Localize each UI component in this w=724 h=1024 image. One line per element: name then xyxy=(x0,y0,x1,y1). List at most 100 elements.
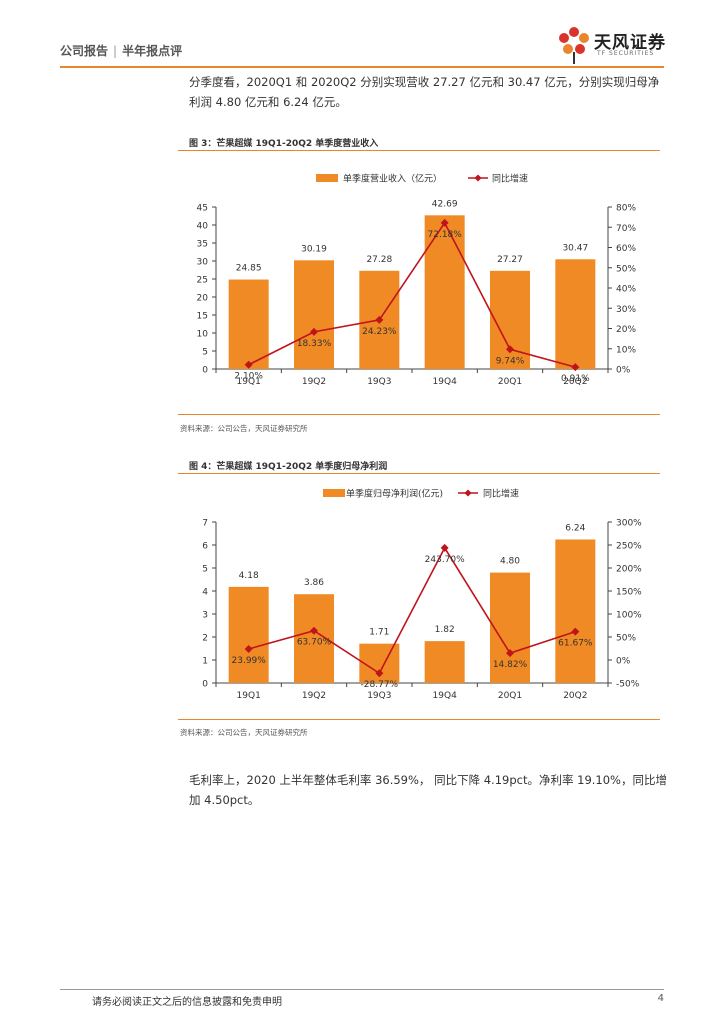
growth-point-20Q1 xyxy=(506,345,514,354)
y-left-tick-label: 0 xyxy=(202,366,208,376)
growth-value-label: 14.82% xyxy=(493,660,528,670)
footer-divider xyxy=(60,989,664,990)
y-left-tick-label: 0 xyxy=(202,680,208,690)
figure-4-title: 图 4：芒果超媒 19Q1-20Q2 单季度归母净利润 xyxy=(189,462,388,472)
growth-value-label: 243.70% xyxy=(425,555,465,565)
x-tick-label: 20Q2 xyxy=(563,377,587,387)
legend-line-label: 同比增速 xyxy=(483,488,519,500)
growth-line xyxy=(248,221,576,368)
y-left-tick-label: 40 xyxy=(197,222,209,232)
bar-19Q1 xyxy=(228,279,269,369)
y-left-tick-label: 1 xyxy=(202,657,208,667)
figure-4-bottom-rule xyxy=(178,719,660,720)
bar-19Q2 xyxy=(294,260,334,369)
y-left-tick-label: 10 xyxy=(197,330,209,340)
net-profit-chart: 单季度归母净利润(亿元) 同比增速 0 1 2 3 4 5 6 7 -50% 0% 50% 100% 150… xyxy=(202,488,642,702)
bar-19Q4 xyxy=(424,215,465,369)
bar-value-label: 42.69 xyxy=(432,199,458,209)
y-left-tick-label: 7 xyxy=(202,519,208,529)
bar-value-label: 24.85 xyxy=(236,264,262,274)
growth-point-19Q2 xyxy=(310,327,318,336)
x-tick-label: 19Q4 xyxy=(433,377,458,387)
legend-bar-swatch xyxy=(316,174,338,182)
y-right-tick-label: 40% xyxy=(616,285,636,295)
legend-line-marker xyxy=(464,489,472,497)
y-right-tick-label: 0% xyxy=(616,657,631,667)
y-right-tick-label: 30% xyxy=(616,305,636,315)
x-tick-label: 20Q1 xyxy=(498,691,522,701)
bar-20Q2 xyxy=(555,259,596,369)
y-left-tick-label: 30 xyxy=(197,258,209,268)
growth-value-label: 9.74% xyxy=(496,356,525,366)
figure-4-source: 资料来源：公司公告，天风证券研究所 xyxy=(180,728,308,737)
revenue-chart: 单季度营业收入（亿元） 同比增速 0 5 10 15 20 25 30 35 40 45 0% 10% 20… xyxy=(197,173,637,388)
x-tick-label: 19Q1 xyxy=(237,691,261,701)
legend-line-marker xyxy=(474,174,482,182)
y-right-tick-label: 50% xyxy=(616,634,636,644)
y-left-tick-label: 5 xyxy=(202,348,208,358)
bar-value-label: 30.47 xyxy=(562,243,588,253)
x-tick-label: 19Q1 xyxy=(237,377,261,387)
y-left-tick-label: 3 xyxy=(202,611,208,621)
x-tick-label: 19Q3 xyxy=(367,377,391,387)
y-right-tick-label: 300% xyxy=(616,519,642,529)
growth-point-19Q3 xyxy=(375,315,384,324)
growth-value-label: 0.91% xyxy=(561,374,590,384)
y-left-tick-label: 35 xyxy=(197,240,208,250)
y-right-tick-label: 100% xyxy=(616,611,642,621)
y-left-tick-label: 5 xyxy=(202,565,208,575)
breadcrumb: 公司报告 | 半年报点评 xyxy=(60,42,182,59)
bar-value-label: 27.28 xyxy=(366,255,392,265)
logo-name-cn: 天风证券 xyxy=(594,33,666,53)
bar-value-label: 1.82 xyxy=(435,625,455,635)
page-header: 公司报告 | 半年报点评 天风证券 TF SECURITIES xyxy=(60,27,665,68)
growth-value-label: 61.67% xyxy=(558,639,593,649)
growth-value-label: 18.33% xyxy=(297,339,332,349)
header-divider xyxy=(60,66,664,68)
growth-point-19Q4 xyxy=(440,543,449,552)
y-right-tick-label: -50% xyxy=(616,680,640,690)
bar-value-label: 4.18 xyxy=(239,571,259,581)
bar-value-label: 4.80 xyxy=(500,557,520,567)
y-left-tick-label: 2 xyxy=(202,634,208,644)
body-paragraph-margins: 毛利率上，2020 上半年整体毛利率 36.59%， 同比下降 4.19pct。… xyxy=(189,773,667,807)
y-right-tick-label: 80% xyxy=(616,204,636,214)
legend-bar-label: 单季度营业收入（亿元） xyxy=(343,173,442,185)
growth-point-20Q2 xyxy=(571,627,580,636)
y-left-tick-label: 15 xyxy=(197,312,208,322)
y-left-tick-label: 45 xyxy=(197,204,208,214)
y-right-tick-label: 200% xyxy=(616,565,642,575)
breadcrumb-report-subtype: 半年报点评 xyxy=(122,44,183,58)
growth-value-label: 72.18% xyxy=(428,230,463,240)
figure-3-bottom-rule xyxy=(178,414,660,415)
breadcrumb-report-type: 公司报告 xyxy=(60,44,109,58)
footer-disclaimer: 请务必阅读正文之后的信息披露和免责申明 xyxy=(92,997,282,1008)
growth-value-label: 2.10% xyxy=(234,372,263,382)
x-tick-label: 20Q1 xyxy=(498,377,522,387)
page-number: 4 xyxy=(657,993,664,1004)
y-left-tick-label: 4 xyxy=(202,588,208,598)
growth-point-19Q3 xyxy=(375,669,384,678)
figure-3-title: 图 3：芒果超媒 19Q1-20Q2 单季度营业收入 xyxy=(189,139,379,149)
y-right-tick-label: 60% xyxy=(616,244,636,254)
logo-name-en: TF SECURITIES xyxy=(597,50,655,57)
bar-value-label: 3.86 xyxy=(304,578,324,588)
breadcrumb-separator: | xyxy=(113,44,118,58)
figure-3-source: 资料来源：公司公告，天风证券研究所 xyxy=(180,424,308,433)
growth-value-label: 24.23% xyxy=(362,327,397,337)
y-left-tick-label: 6 xyxy=(202,542,208,552)
x-tick-label: 19Q2 xyxy=(302,377,326,387)
y-left-tick-label: 25 xyxy=(197,276,208,286)
growth-value-label: -28.77% xyxy=(361,680,399,690)
growth-point-20Q1 xyxy=(506,649,514,658)
bar-20Q1 xyxy=(490,572,530,683)
growth-point-19Q1 xyxy=(244,360,253,369)
x-tick-label: 19Q3 xyxy=(367,691,391,701)
bar-value-label: 30.19 xyxy=(301,244,327,254)
bar-value-label: 27.27 xyxy=(497,255,523,265)
y-right-tick-label: 0% xyxy=(616,366,631,376)
growth-value-label: 63.70% xyxy=(297,638,332,648)
bar-20Q1 xyxy=(490,270,530,369)
body-paragraph-quarterly: 分季度看，2020Q1 和 2020Q2 分别实现营收 27.27 亿元和 30… xyxy=(189,75,660,109)
company-logo: 天风证券 TF SECURITIES xyxy=(554,22,666,66)
